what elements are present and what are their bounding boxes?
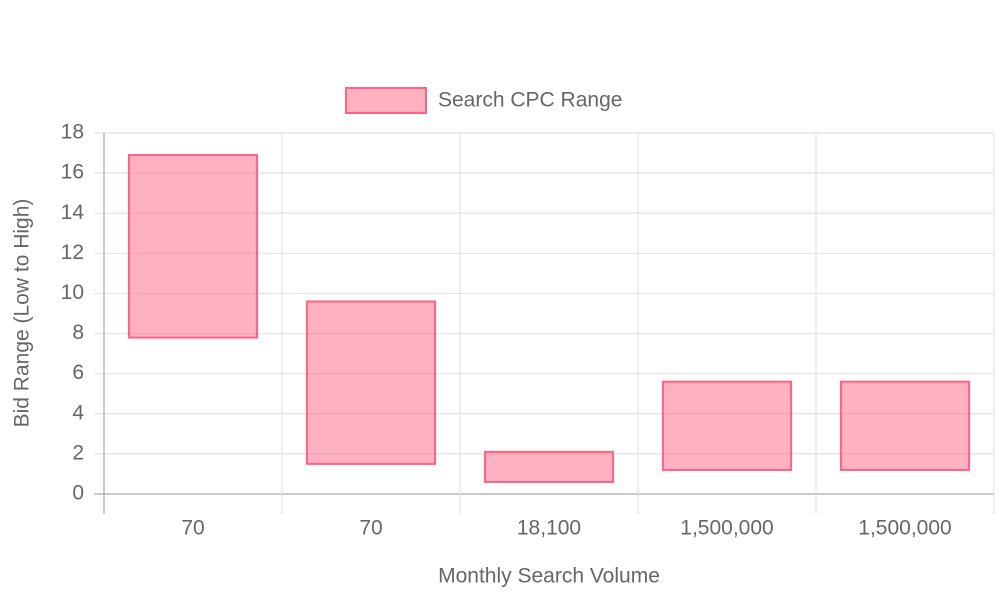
y-tick-label: 6 <box>72 361 84 384</box>
bar <box>661 380 793 471</box>
y-tick-label: 2 <box>72 441 84 464</box>
x-tick-label: 70 <box>359 517 382 540</box>
legend-label: Search CPC Range <box>438 89 622 112</box>
x-tick-label: 18,100 <box>517 517 581 540</box>
y-tick-label: 18 <box>61 121 84 144</box>
x-tick-label: 1,500,000 <box>858 517 951 540</box>
legend-swatch <box>345 87 427 114</box>
y-tick-label: 12 <box>61 241 84 264</box>
bar <box>839 380 971 471</box>
y-tick-label: 14 <box>61 201 85 224</box>
y-tick-label: 8 <box>72 321 84 344</box>
y-tick-label: 0 <box>72 482 84 505</box>
x-tick-label: 70 <box>181 517 204 540</box>
y-axis-title: Bid Range (Low to High) <box>11 199 34 428</box>
bar <box>305 300 437 465</box>
x-tick-label: 1,500,000 <box>680 517 773 540</box>
bar <box>127 154 259 339</box>
bar <box>483 450 615 483</box>
y-tick-label: 10 <box>61 281 84 304</box>
y-tick-label: 4 <box>72 401 84 424</box>
y-tick-label: 16 <box>61 161 84 184</box>
x-axis-title: Monthly Search Volume <box>438 565 660 588</box>
